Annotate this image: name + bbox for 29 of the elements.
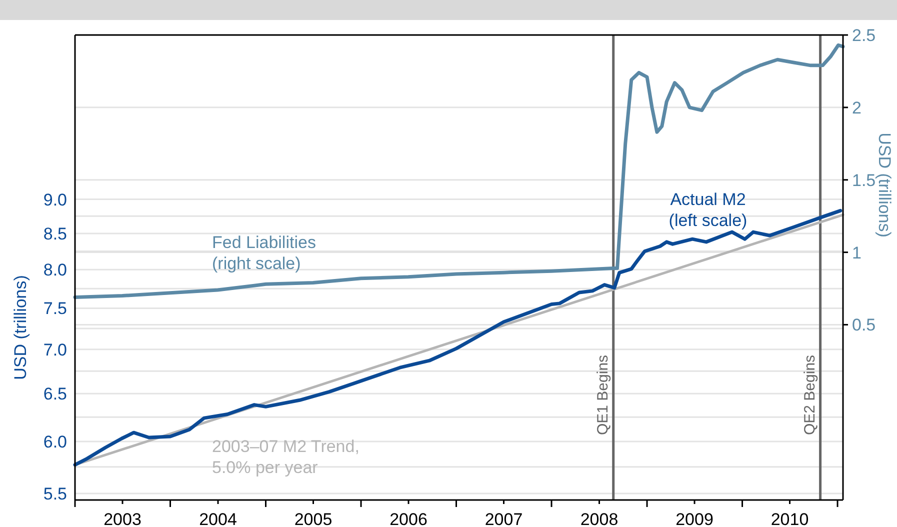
series-label: 2003–07 M2 Trend, 5.0% per year (212, 437, 360, 477)
y2-tick-label: 2 (852, 98, 862, 118)
y-tick-label: 8.5 (43, 224, 67, 244)
y-tick-label: 9.0 (43, 190, 67, 210)
ref-line-label: QE2 Begins (801, 354, 818, 436)
x-tick-label: 2008 (580, 510, 618, 527)
x-tick-label: 2009 (676, 510, 714, 527)
y-tick-label: 6.0 (43, 432, 67, 452)
x-tick-label: 2007 (484, 510, 523, 527)
x-tick-label: 2004 (199, 510, 237, 527)
y-tick-label: 8.0 (43, 260, 67, 280)
x-tick-label: 2003 (104, 510, 142, 527)
x-tick-label: 2010 (770, 510, 809, 527)
y2-tick-label: 1 (852, 243, 862, 262)
y2-tick-label: 2.5 (852, 26, 876, 45)
ref-line-label: QE1 Begins (594, 354, 612, 436)
series-label: Fed Liabilities (right scale) (212, 233, 316, 273)
y-tick-label: 7.0 (43, 340, 67, 360)
y2-tick-label: 0.5 (852, 316, 876, 335)
y-tick-label: 7.5 (43, 299, 67, 318)
x-tick-label: 2005 (294, 510, 332, 527)
y-tick-label: 5.5 (43, 484, 67, 504)
series-label: Actual M2 (left scale) (668, 190, 748, 230)
y2-axis-title: USD (trillions) (875, 132, 894, 238)
y2-tick-label: 1.5 (852, 170, 876, 190)
x-tick-label: 2006 (390, 510, 428, 527)
y-axis-title: USD (trillions) (11, 275, 30, 380)
y-tick-label: 6.5 (43, 384, 67, 404)
line-series (73, 43, 845, 299)
